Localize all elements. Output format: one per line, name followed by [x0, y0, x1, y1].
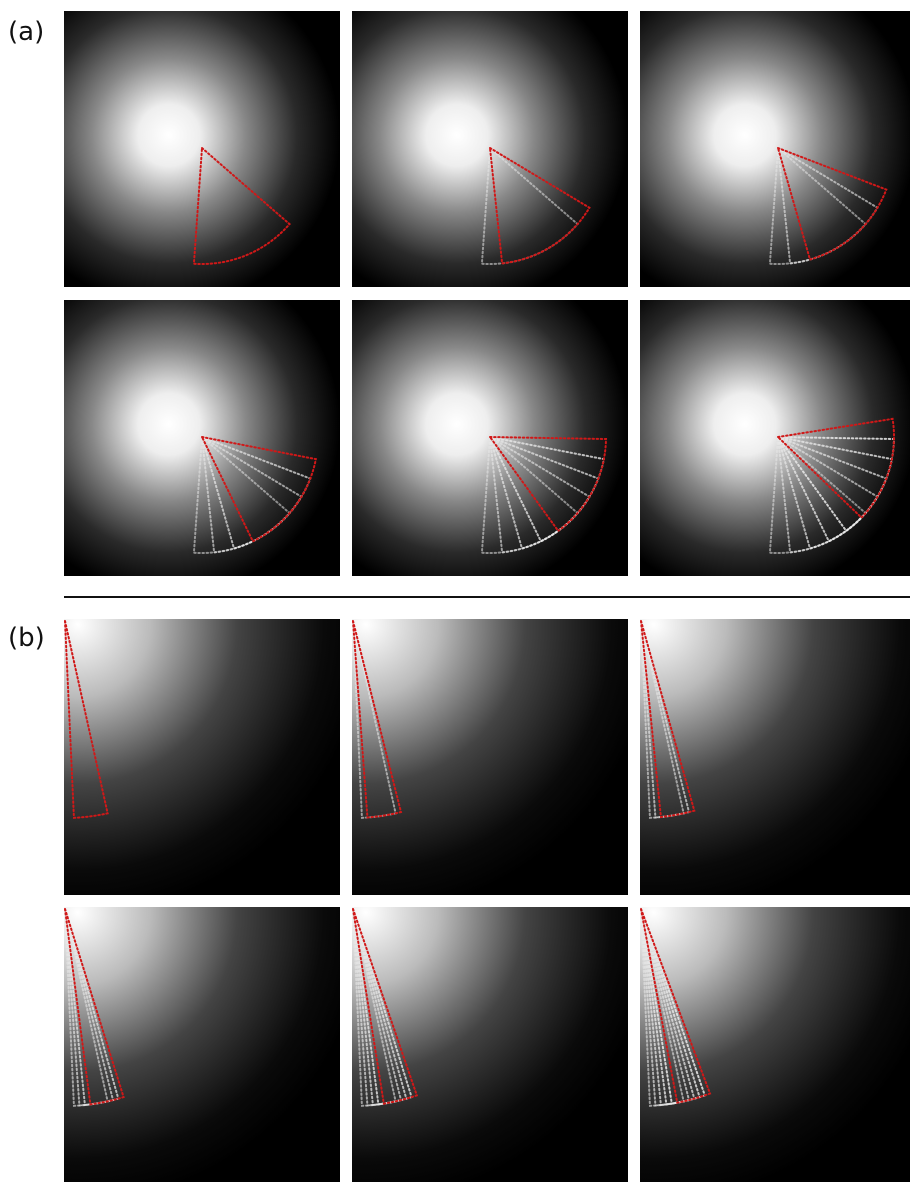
- image-panel: [352, 619, 628, 895]
- sector-outline: [488, 435, 607, 533]
- panel-label: (b): [8, 623, 45, 653]
- sector-outline: [192, 145, 291, 265]
- image-panel: [640, 11, 910, 287]
- sector-outline: [775, 417, 895, 519]
- image-panel: [64, 907, 340, 1182]
- sector-outline: [640, 620, 696, 819]
- sector-outline: [64, 620, 109, 819]
- sector-outline: [352, 908, 419, 1105]
- sector-outline: [488, 146, 591, 265]
- sector-outline: [200, 435, 318, 543]
- image-panel: [640, 619, 910, 895]
- sector-outline: [352, 620, 403, 819]
- sector-outline: [776, 146, 888, 261]
- image-panel: [640, 907, 910, 1182]
- sector-outline: [640, 908, 712, 1104]
- image-panel: [352, 907, 628, 1182]
- sector-outline: [64, 908, 125, 1106]
- image-panel: [64, 619, 340, 895]
- panel-label: (a): [8, 17, 44, 47]
